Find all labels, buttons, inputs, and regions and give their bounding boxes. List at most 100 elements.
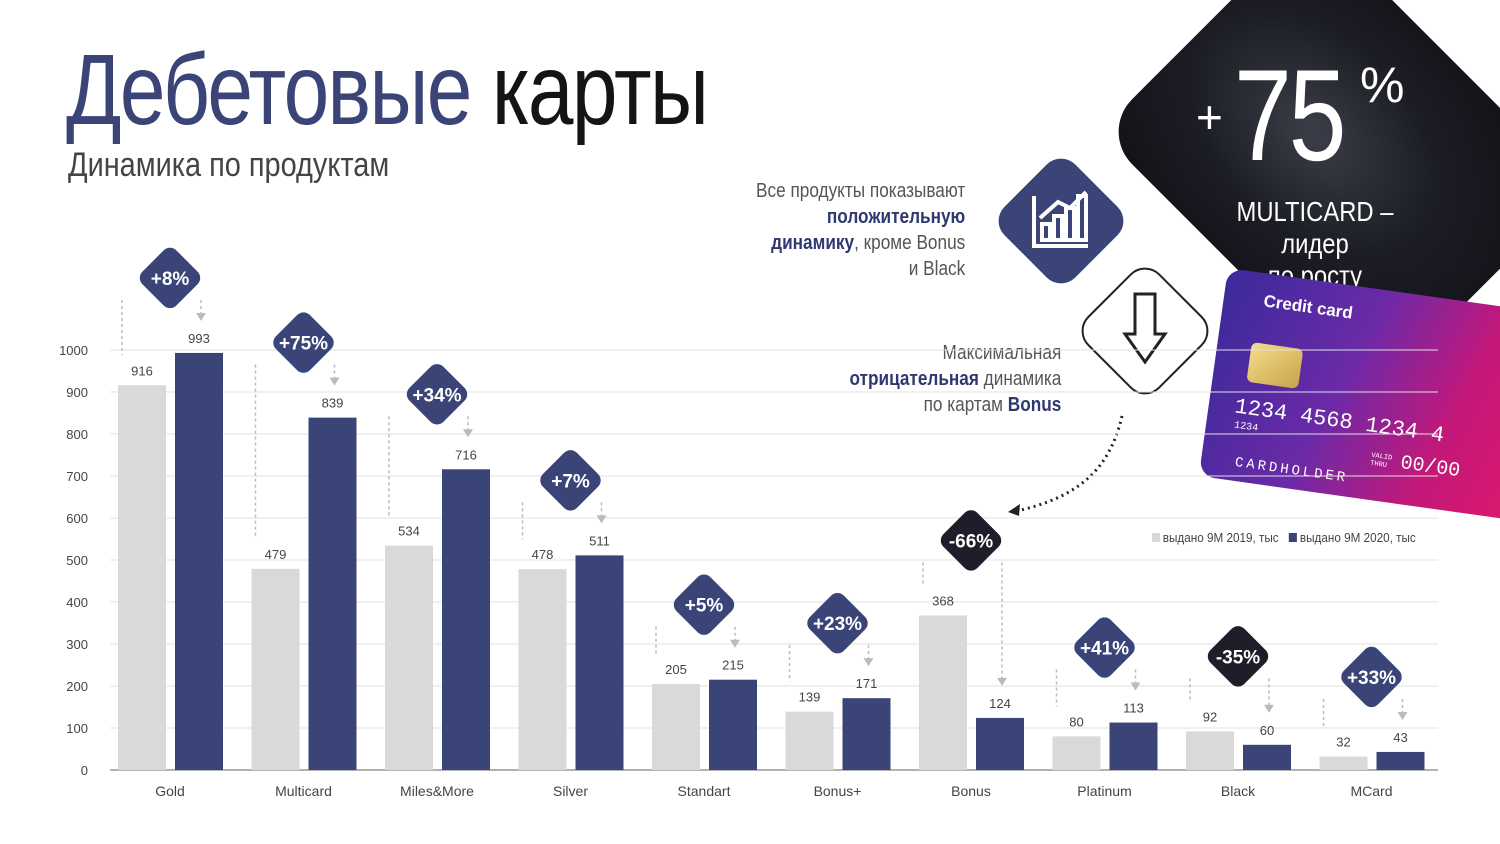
y-tick-label: 0 [81, 763, 88, 778]
bar-2019 [919, 615, 967, 770]
data-label: 205 [665, 662, 687, 677]
highlight-caption-line1: MULTICARD – лидер [1236, 196, 1394, 259]
note-positive-line2: положительную [826, 206, 965, 228]
chart-legend: выдано 9М 2019, тыс выдано 9М 2020, тыс [1152, 530, 1416, 545]
x-tick-label: MCard [1350, 783, 1392, 799]
data-label: 368 [932, 593, 954, 608]
credit-card-number: 1234 4568 1234 4 [1233, 394, 1446, 449]
credit-card-small-number: 1234 [1233, 420, 1259, 435]
connector-arrowhead [1397, 711, 1408, 720]
note-positive: Все продукты показывают положительную ди… [756, 178, 965, 282]
note-positive-line4: и Black [908, 258, 965, 280]
legend-label-2019: выдано 9М 2019, тыс [1162, 530, 1279, 545]
data-label: 511 [589, 533, 610, 548]
connector-arrowhead [1264, 704, 1274, 713]
bar-2019 [385, 545, 433, 770]
y-tick-label: 600 [66, 511, 88, 526]
bar-2019 [1052, 736, 1101, 770]
x-tick-label: Multicard [275, 783, 332, 799]
bar-2020 [1109, 722, 1158, 770]
change-badge-label: +23% [813, 614, 862, 635]
connector-arrowhead [997, 677, 1007, 686]
bar-chart-growth-icon [998, 158, 1124, 284]
x-tick-label: Gold [155, 783, 185, 799]
y-tick-label: 900 [66, 385, 88, 400]
change-badge-label: -35% [1216, 647, 1260, 668]
bar-2019 [1319, 756, 1368, 770]
bar-2020 [709, 679, 757, 770]
legend-swatch-2019 [1152, 533, 1161, 542]
data-label: 43 [1393, 730, 1407, 745]
credit-card-label: Credit card [1262, 291, 1354, 323]
data-label: 839 [322, 396, 344, 411]
note-negative-line2-bold: отрицательная [849, 368, 979, 390]
bar-2020 [175, 352, 223, 770]
x-tick-label: Standart [678, 783, 731, 799]
change-badge [807, 592, 868, 654]
connector-arrowhead [596, 515, 607, 524]
page-title: Дебетовые карты [66, 30, 709, 150]
credit-card-image: Credit card 1234 4568 1234 4 1234 VALID … [1198, 268, 1500, 522]
legend-label-2020: выдано 9М 2020, тыс [1299, 530, 1416, 545]
note-positive-line3-rest: , кроме Bonus [853, 232, 965, 254]
data-label: 113 [1123, 701, 1144, 716]
y-tick-label: 800 [66, 427, 88, 442]
change-badge-label: +33% [1347, 668, 1396, 689]
bar-2020 [442, 469, 490, 770]
change-badge-label: +8% [151, 269, 190, 290]
valid-thru-value: 00/00 [1398, 452, 1462, 484]
x-tick-label: Bonus [951, 783, 991, 799]
change-badge [273, 312, 334, 373]
bar-2019 [118, 385, 166, 770]
connector-arrowhead [863, 658, 874, 667]
bar-2019 [1186, 731, 1234, 770]
change-badge-label: +5% [685, 596, 724, 617]
note-positive-line1: Все продукты показывают [755, 180, 965, 202]
data-label: 479 [265, 547, 287, 562]
change-badge [406, 364, 468, 425]
y-tick-label: 300 [66, 637, 88, 652]
y-tick-label: 100 [66, 721, 88, 736]
change-badge-label: +7% [551, 471, 590, 492]
data-label: 32 [1336, 735, 1350, 750]
valid-thru-label: VALID THRU [1370, 452, 1393, 471]
x-tick-label: Black [1221, 783, 1256, 799]
bar-2020 [842, 698, 891, 770]
note-negative-line2-rest: динамика [978, 368, 1061, 390]
note-negative: Максимальная отрицательная динамика по к… [849, 340, 1061, 418]
note-negative-line3-rest: по картам [923, 394, 1008, 416]
bar-2019 [785, 711, 834, 770]
y-tick-label: 400 [66, 595, 88, 610]
data-label: 124 [989, 696, 1011, 711]
highlight-plus: + [1196, 91, 1223, 143]
y-tick-label: 1000 [59, 343, 88, 358]
bar-2020 [575, 555, 624, 770]
x-tick-label: Silver [553, 783, 588, 799]
data-label: 993 [188, 331, 210, 346]
connector-arrowhead [463, 429, 473, 438]
change-badge [1207, 626, 1269, 687]
data-label: 534 [398, 524, 420, 539]
arrow-down-icon [1081, 267, 1209, 395]
y-tick-label: 200 [66, 679, 88, 694]
connector-arrowhead [730, 639, 740, 648]
note-positive-line3-bold: динамику [770, 232, 854, 254]
change-badge [540, 450, 601, 511]
connector-arrowhead [1130, 682, 1141, 691]
cardholder-label: CARDHOLDER [1233, 454, 1349, 487]
data-label: 478 [532, 547, 554, 562]
bar-2019 [518, 569, 567, 770]
data-label: 171 [856, 676, 878, 691]
connector-arrowhead [196, 312, 206, 321]
data-label: 139 [799, 690, 821, 705]
bar-2020 [308, 417, 357, 770]
y-tick-label: 700 [66, 469, 88, 484]
title-part-debit: Дебетовые [66, 34, 472, 146]
legend-swatch-2020 [1289, 533, 1298, 542]
bar-2019 [652, 683, 700, 770]
data-label: 716 [455, 447, 477, 462]
data-label: 92 [1203, 709, 1217, 724]
x-tick-label: Miles&More [400, 783, 474, 799]
highlight-number: 75 [1234, 42, 1346, 188]
change-badge-label: +34% [412, 385, 461, 406]
